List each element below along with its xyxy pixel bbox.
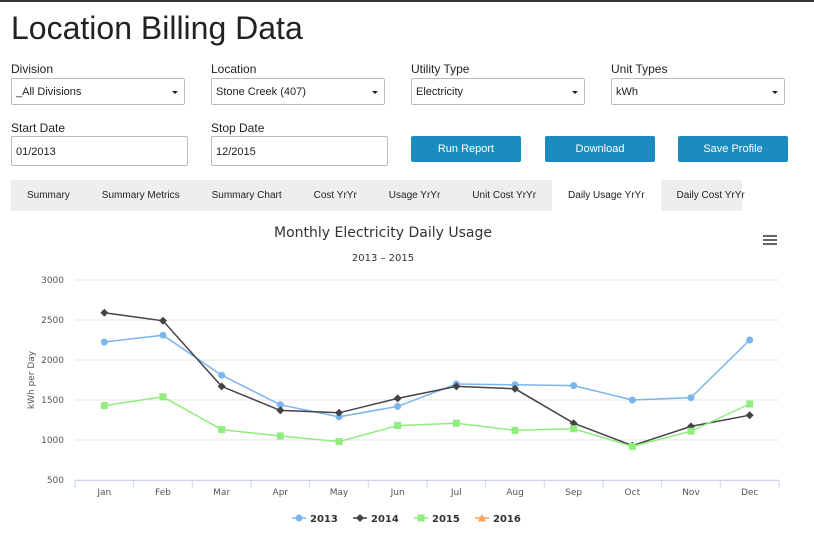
chart-title: Monthly Electricity Daily Usage — [274, 225, 492, 241]
y-tick-label: 2500 — [41, 316, 64, 326]
tab[interactable]: Summary Chart — [211, 190, 282, 201]
field-label: Utility Type — [411, 62, 470, 76]
data-point — [394, 422, 402, 430]
tab-active[interactable]: Daily Usage YrYr — [552, 180, 661, 211]
x-tick-label: Dec — [741, 488, 758, 498]
y-tick-label: 1000 — [41, 436, 64, 446]
data-point — [687, 427, 695, 435]
field-label: Unit Types — [611, 62, 668, 76]
data-point — [511, 426, 519, 434]
data-point — [335, 438, 343, 446]
data-point — [452, 419, 460, 427]
utility-select[interactable]: Electricity — [411, 78, 585, 105]
data-point — [511, 381, 519, 389]
page-title: Location Billing Data — [11, 10, 303, 46]
stop-date-input[interactable]: 12/2015 — [211, 136, 388, 166]
save-profile-button[interactable]: Save Profile — [678, 136, 788, 162]
tab[interactable]: Cost YrYr — [313, 190, 357, 201]
data-point — [628, 396, 636, 404]
x-tick-label: Apr — [273, 488, 289, 498]
series-line — [104, 312, 750, 447]
chart: Monthly Electricity Daily Usage 2013 – 2… — [27, 225, 780, 525]
data-point — [569, 419, 578, 428]
data-point — [276, 432, 284, 440]
data-point — [218, 371, 226, 379]
data-point — [217, 382, 226, 391]
start-date-input[interactable]: 01/2013 — [11, 136, 188, 166]
legend-label: 2013 — [310, 514, 338, 525]
x-tick-label: Nov — [682, 488, 700, 498]
field-label: Location — [211, 62, 257, 76]
x-tick-label: Jun — [390, 488, 405, 498]
tab[interactable]: Summary — [27, 190, 70, 201]
run-report-button[interactable]: Run Report — [411, 136, 521, 162]
legend-marker — [356, 514, 364, 522]
chart-subtitle: 2013 – 2015 — [352, 253, 414, 264]
legend-label: 2014 — [371, 514, 399, 525]
data-point — [159, 393, 167, 401]
data-point — [570, 382, 578, 390]
data-point — [100, 338, 108, 346]
x-tick-label: Jan — [96, 488, 111, 498]
y-tick-label: 500 — [47, 476, 64, 486]
tab[interactable]: Summary Metrics — [101, 190, 180, 201]
data-point — [570, 425, 578, 433]
data-point — [452, 382, 461, 391]
download-button[interactable]: Download — [545, 136, 655, 162]
x-tick-label: Sep — [565, 488, 582, 498]
field-label: Division — [11, 62, 54, 76]
x-tick-label: Aug — [506, 488, 524, 498]
legend-label: 2016 — [493, 514, 521, 525]
data-point — [276, 401, 284, 409]
legend-marker — [478, 514, 486, 522]
data-point — [745, 411, 754, 420]
top-border — [0, 0, 814, 2]
menu-icon[interactable] — [763, 235, 777, 245]
data-point — [394, 402, 402, 410]
x-tick-label: Feb — [155, 488, 171, 498]
tab[interactable]: Usage YrYr — [388, 190, 441, 201]
data-point — [100, 402, 108, 410]
legend-marker — [417, 514, 425, 522]
series-line — [104, 334, 751, 418]
field-label: Start Date — [11, 121, 66, 135]
data-point — [746, 400, 754, 408]
tab[interactable]: Unit Cost YrYr — [472, 190, 537, 201]
field-label: Stop Date — [211, 121, 265, 135]
x-tick-label: Mar — [213, 488, 230, 498]
tab[interactable]: Daily Cost YrYr — [676, 190, 745, 201]
tab-bar: Summary Summary Metrics Summary Chart Co… — [11, 180, 745, 211]
x-tick-label: May — [330, 488, 349, 498]
location-select[interactable]: Stone Creek (407) — [211, 78, 385, 105]
data-point — [335, 408, 343, 417]
data-point — [511, 384, 519, 393]
legend-marker — [295, 514, 303, 522]
y-tick-label: 2000 — [41, 356, 64, 366]
x-tick-label: Jul — [450, 488, 462, 498]
y-axis-label: kWh per Day — [27, 350, 37, 409]
data-point — [100, 308, 109, 317]
data-point — [393, 394, 402, 403]
data-point — [276, 406, 285, 415]
data-point — [687, 394, 695, 402]
data-point — [746, 336, 754, 344]
data-point — [159, 316, 167, 325]
legend-label: 2015 — [432, 514, 460, 525]
series-line — [104, 396, 750, 448]
y-tick-label: 3000 — [41, 276, 64, 286]
unit-select[interactable]: kWh — [611, 78, 785, 105]
data-point — [628, 442, 636, 450]
x-tick-label: Oct — [625, 488, 641, 498]
division-select[interactable]: _All Divisions — [11, 78, 185, 105]
data-point — [218, 426, 226, 434]
data-point — [159, 331, 167, 339]
y-tick-label: 1500 — [41, 396, 64, 406]
